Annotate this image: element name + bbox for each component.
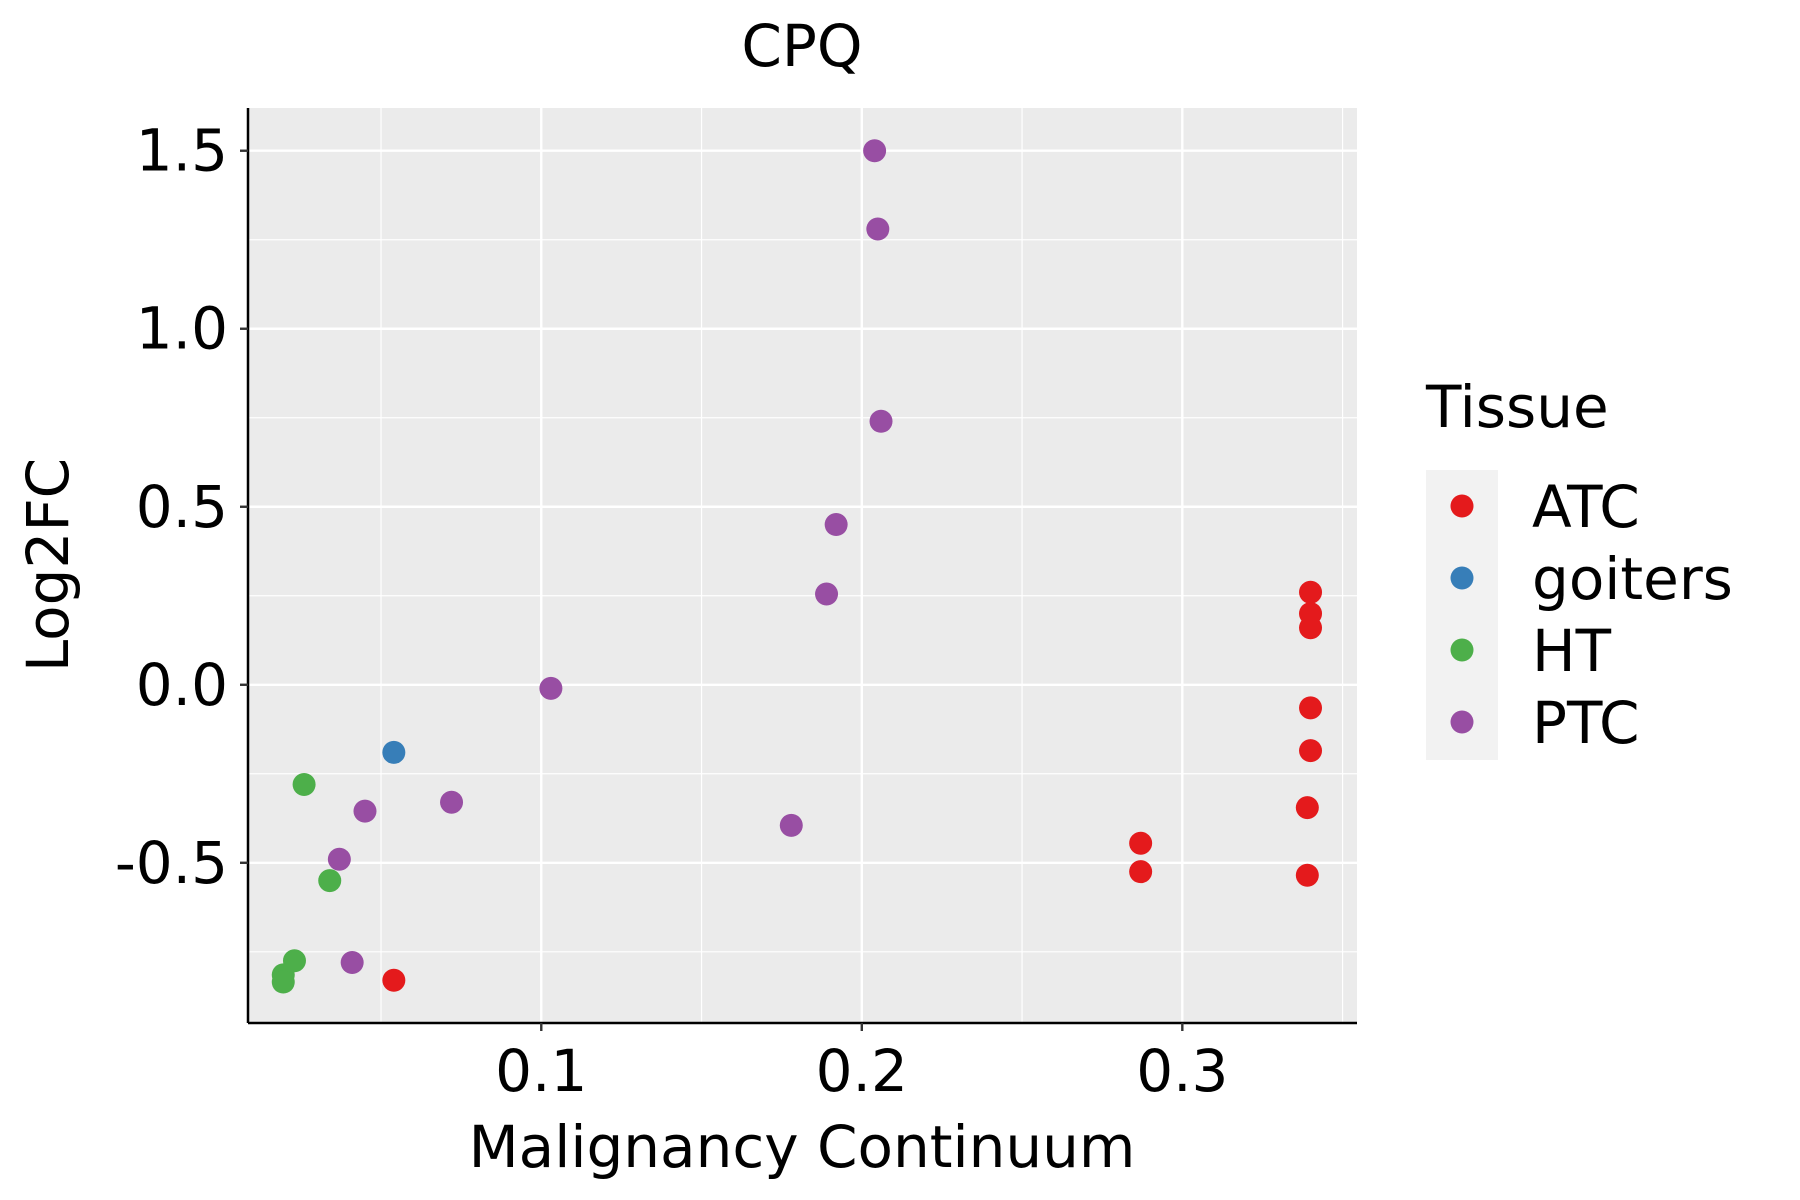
legend-title: Tissue <box>1425 373 1609 441</box>
point-ptc <box>869 409 893 433</box>
point-atc <box>1299 739 1323 763</box>
grid-major <box>248 108 1357 1023</box>
point-atc <box>382 968 406 992</box>
point-ptc <box>327 847 351 871</box>
point-atc <box>1299 696 1323 720</box>
plot-panel <box>248 108 1357 1023</box>
point-atc <box>1129 860 1153 884</box>
chart-title: CPQ <box>741 12 862 80</box>
x-tick-label: 0.3 <box>1136 1037 1228 1105</box>
point-ht <box>318 869 342 893</box>
point-ptc <box>824 513 848 537</box>
point-ptc <box>340 950 364 974</box>
point-ptc <box>539 676 563 700</box>
point-ptc <box>866 217 890 241</box>
point-ptc <box>353 799 377 823</box>
point-atc <box>1129 831 1153 855</box>
legend-label-goiters: goiters <box>1532 545 1733 613</box>
legend-key-atc <box>1450 494 1474 518</box>
point-atc <box>1295 796 1319 820</box>
y-axis-label: Log2FC <box>14 458 82 672</box>
point-ht <box>292 772 316 796</box>
point-goiters <box>382 740 406 764</box>
point-atc <box>1295 863 1319 887</box>
point-ptc <box>815 582 839 606</box>
legend-label-ht: HT <box>1532 617 1612 685</box>
data-points <box>271 139 1323 994</box>
x-tick-label: 0.1 <box>495 1037 587 1105</box>
point-ptc <box>863 139 887 163</box>
point-ptc <box>779 813 803 837</box>
y-tick-label: 0.0 <box>136 651 228 719</box>
point-ht <box>271 970 295 994</box>
legend-key-goiters <box>1450 566 1474 590</box>
point-ptc <box>440 790 464 814</box>
point-atc <box>1299 580 1323 604</box>
x-axis-ticks: 0.1 0.2 0.3 <box>495 1023 1228 1105</box>
x-tick-label: 0.2 <box>816 1037 908 1105</box>
y-tick-label: 1.5 <box>136 117 228 185</box>
legend-label-atc: ATC <box>1532 473 1640 541</box>
y-tick-label: 0.5 <box>136 473 228 541</box>
x-axis-label: Malignancy Continuum <box>469 1113 1136 1181</box>
y-tick-label: -0.5 <box>115 829 228 897</box>
grid-minor <box>248 108 1357 1023</box>
legend-key-ptc <box>1450 710 1474 734</box>
y-axis-ticks: 1.5 1.0 0.5 0.0 -0.5 <box>115 117 248 897</box>
legend-label-ptc: PTC <box>1532 689 1640 757</box>
y-tick-label: 1.0 <box>136 295 228 363</box>
legend-key-ht <box>1450 638 1474 662</box>
point-atc <box>1299 616 1323 640</box>
